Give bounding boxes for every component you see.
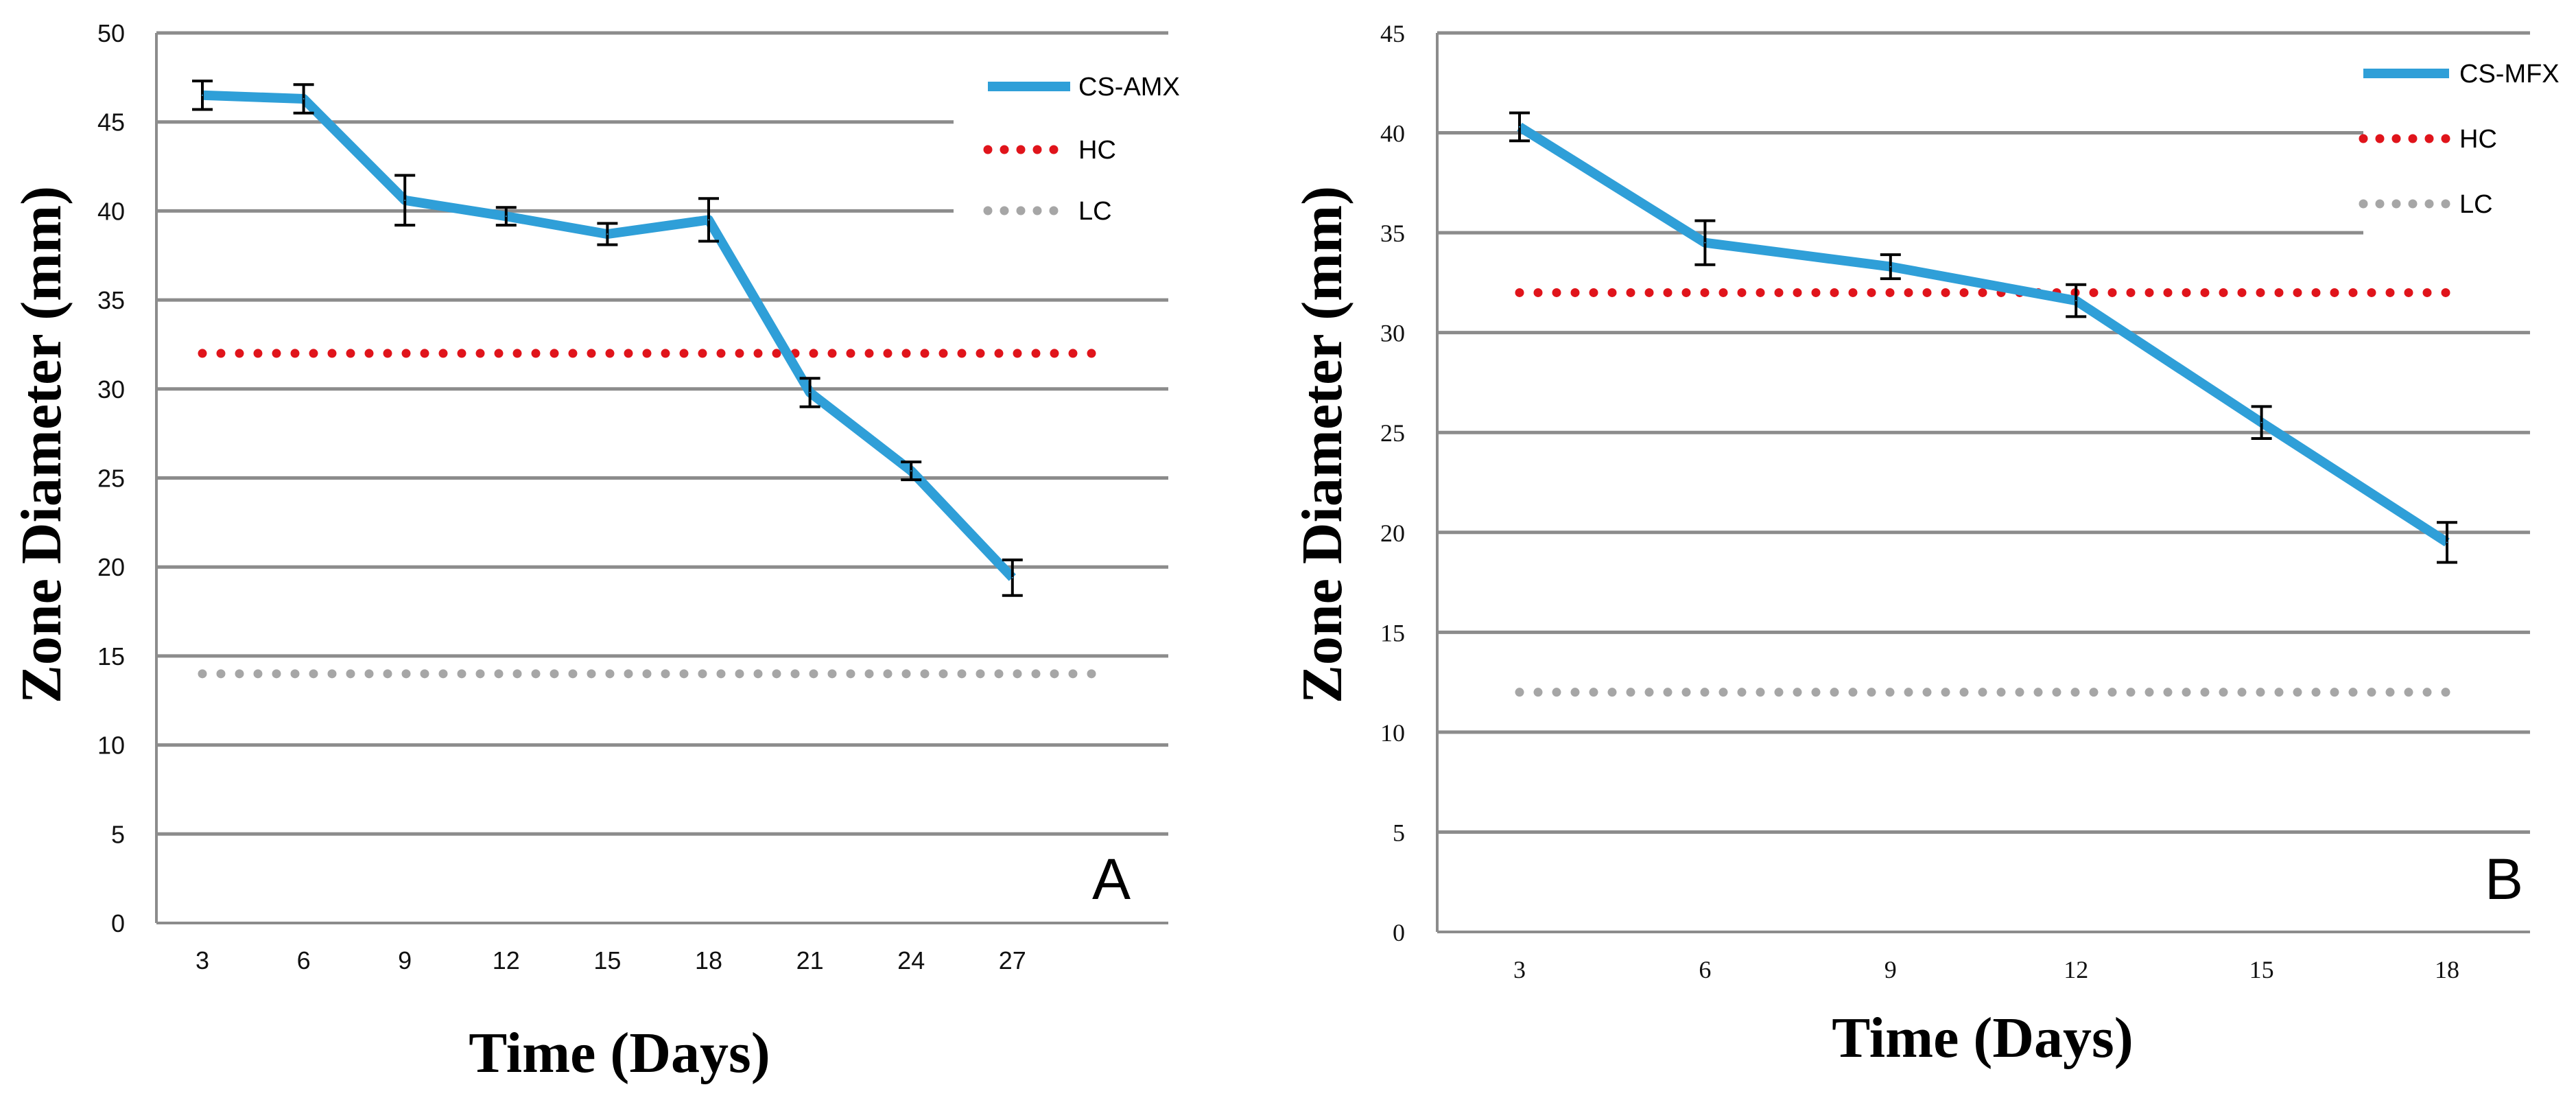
data-point — [1011, 576, 1013, 579]
legend-label-lc: LC — [1078, 197, 1112, 226]
data-point — [303, 97, 305, 100]
x-tick-label: 3 — [196, 946, 209, 974]
data-point — [1889, 266, 1891, 268]
y-tick-label: 25 — [1380, 419, 1405, 447]
y-tick-label: 45 — [97, 108, 125, 137]
data-point — [809, 391, 811, 393]
y-axis-title: Zone Diameter (mm) — [10, 186, 73, 703]
x-tick-label: 12 — [2064, 956, 2088, 983]
data-point — [202, 94, 203, 96]
x-tick-label: 21 — [796, 946, 824, 974]
legend-label-hc: HC — [1078, 136, 1116, 165]
cs-mfx-line — [1517, 122, 2450, 547]
y-tick-label: 25 — [97, 465, 125, 493]
y-axis-title: Zone Diameter (mm) — [1290, 186, 1354, 703]
x-tick-label: 6 — [297, 946, 311, 974]
data-point — [404, 199, 406, 201]
data-point — [1519, 126, 1520, 128]
x-tick-label: 3 — [1513, 956, 1526, 983]
y-tick-label: 20 — [97, 553, 125, 581]
legend-label-hc: HC — [2459, 125, 2497, 154]
y-tick-label: 30 — [1380, 320, 1405, 347]
chart-panel-a: 0 5 10 15 20 25 30 35 40 45 50 3 6 9 12 15 18 21 24 27 CS-AM… — [10, 19, 1180, 1085]
data-point — [1704, 242, 1706, 244]
x-axis-title: Time (Days) — [1832, 1006, 2133, 1070]
y-tick-label: 15 — [1380, 619, 1405, 646]
legend: CS-MFX HC LC — [2359, 60, 2560, 219]
y-tick-label: 0 — [111, 909, 125, 937]
y-tick-label: 10 — [97, 732, 125, 760]
y-tick-label: 50 — [97, 19, 125, 47]
x-tick-label: 18 — [695, 946, 722, 974]
x-tick-label: 24 — [897, 946, 925, 974]
data-point — [2075, 300, 2077, 302]
y-tick-label: 35 — [97, 286, 125, 314]
chart-panel-b: 0 5 10 15 20 25 30 35 40 45 3 6 9 12 15 18 CS-MFX HC LC Tim… — [1290, 20, 2560, 1070]
y-tick-label: 30 — [97, 375, 125, 404]
panel-label: A — [1092, 847, 1131, 911]
legend-label-cs-amx: CS-AMX — [1078, 73, 1180, 102]
x-tick-label: 9 — [398, 946, 412, 974]
x-tick-label: 18 — [2435, 956, 2459, 983]
x-tick-label: 6 — [1699, 956, 1711, 983]
y-tick-label: 35 — [1380, 220, 1405, 247]
x-tick-label: 12 — [493, 946, 520, 974]
data-point — [2446, 541, 2448, 544]
legend: CS-AMX HC LC — [983, 73, 1180, 226]
y-tick-label: 0 — [1393, 919, 1405, 946]
x-tick-label: 27 — [999, 946, 1026, 974]
legend-label-cs-mfx: CS-MFX — [2459, 60, 2560, 89]
y-tick-label: 5 — [1393, 819, 1405, 846]
data-point — [2260, 421, 2262, 423]
y-tick-label: 20 — [1380, 519, 1405, 547]
data-point — [708, 219, 709, 221]
y-tick-label: 40 — [1380, 120, 1405, 148]
data-point — [910, 470, 912, 472]
legend-label-lc: LC — [2459, 190, 2493, 219]
data-point — [505, 215, 507, 218]
x-tick-label: 15 — [2249, 956, 2274, 983]
x-axis-title: Time (Days) — [469, 1021, 770, 1085]
y-tick-label: 10 — [1380, 719, 1405, 747]
y-tick-label: 45 — [1380, 20, 1405, 47]
y-tick-label: 5 — [111, 820, 125, 848]
y-tick-label: 15 — [97, 642, 125, 670]
cs-amx-line — [202, 90, 1016, 581]
data-point — [606, 233, 608, 235]
y-tick-label: 40 — [97, 197, 125, 225]
panel-label: B — [2485, 847, 2523, 911]
x-tick-label: 9 — [1884, 956, 1897, 983]
x-tick-label: 15 — [593, 946, 621, 974]
